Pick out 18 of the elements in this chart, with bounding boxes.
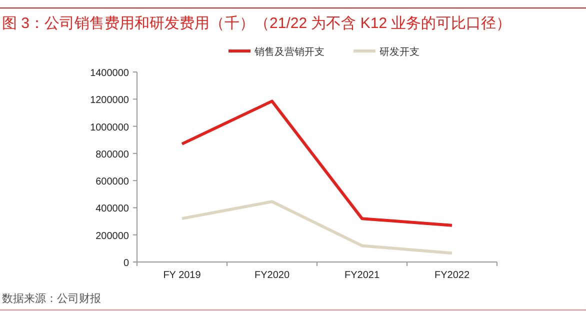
line-series	[180, 200, 454, 255]
x-tick-label: FY2020	[254, 270, 290, 281]
y-tick-label: 800000	[96, 149, 130, 160]
x-tick-label: FY2022	[434, 270, 470, 281]
line-series	[180, 100, 454, 227]
source-note: 数据来源：公司财报	[2, 292, 101, 305]
x-tick-label: FY2021	[344, 270, 380, 281]
legend-label: 研发开支	[380, 46, 420, 58]
y-tick-label: 1400000	[90, 68, 130, 79]
y-tick-label: 1000000	[90, 122, 130, 134]
y-tick-label: 600000	[96, 176, 130, 188]
y-tick-label: 1200000	[90, 95, 130, 106]
y-tick-label: 400000	[96, 204, 130, 215]
chart-title: 图 3：公司销售费用和研发费用（千）（21/22 为不含 K12 业务的可比口径）	[2, 15, 512, 32]
y-tick-label: 0	[123, 258, 130, 269]
y-tick-label: 200000	[96, 230, 130, 242]
x-tick-label: FY 2019	[163, 270, 202, 281]
legend-label: 销售及营销开支	[254, 46, 324, 58]
